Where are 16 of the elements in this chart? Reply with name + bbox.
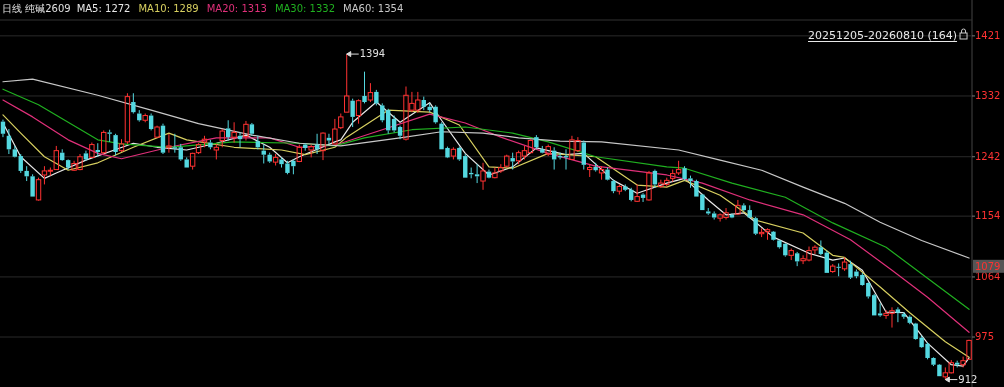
text: MA20: 1313	[206, 3, 267, 14]
text: MA5: 1272	[76, 3, 131, 14]
annotation: 1394	[359, 48, 386, 60]
chart-title: 日线 纯碱2609	[2, 3, 71, 14]
text: MA10: 1289	[138, 3, 199, 14]
y-tick-label: 1154	[975, 210, 1001, 222]
y-tick-label: 975	[975, 331, 995, 343]
y-tick-label: 1064	[975, 270, 1001, 282]
annotation: 20251205-20260810 (164)	[808, 29, 958, 42]
y-tick-label: 1332	[975, 89, 1001, 101]
annotation: 912	[958, 373, 978, 385]
text: MA30: 1332	[274, 3, 336, 14]
y-tick-label: 1242	[975, 150, 1001, 162]
text: MA60: 1354	[343, 3, 404, 14]
y-tick-label: 1421	[975, 29, 1001, 41]
text: 1079	[975, 260, 1001, 272]
